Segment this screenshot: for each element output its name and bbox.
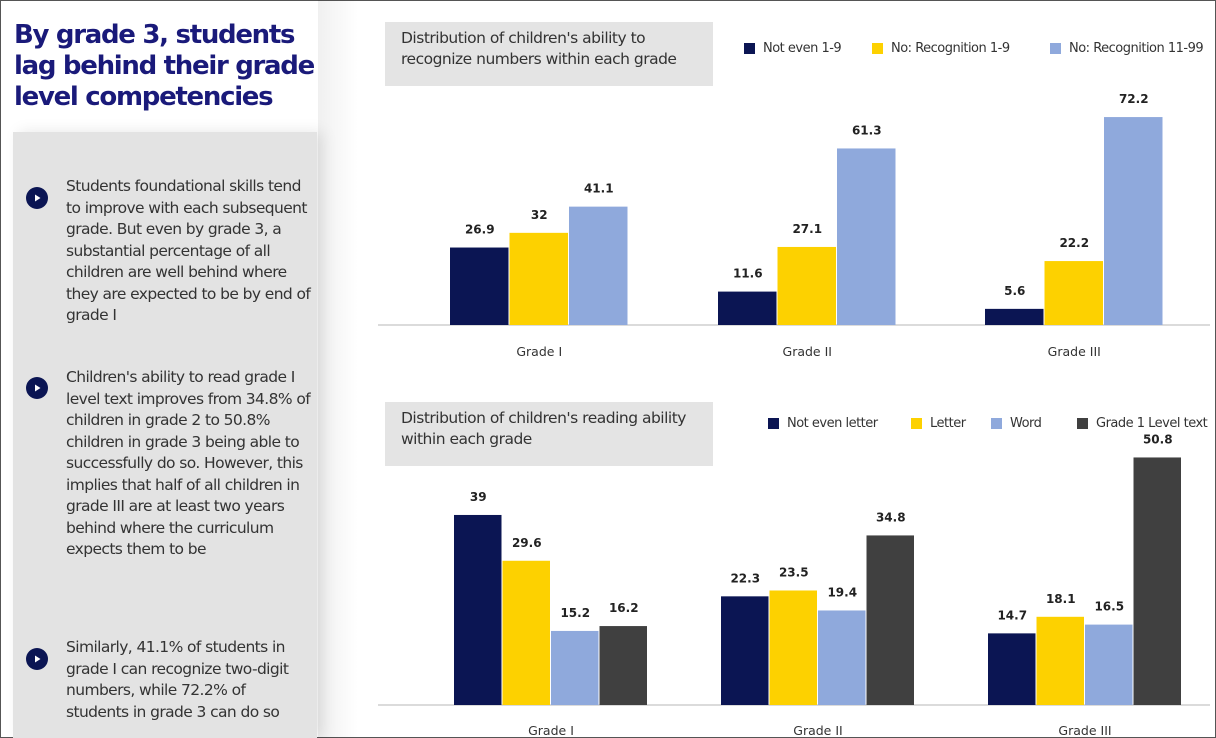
legend-swatch [872, 43, 883, 54]
legend-item-not-even-1-9: Not even 1-9 [744, 41, 842, 56]
data-label: 41.1 [584, 182, 614, 196]
summary-panel: By grade 3, students lag behind their gr… [8, 18, 317, 738]
legend-swatch [911, 418, 922, 429]
legend-label: Not even letter [787, 416, 878, 431]
legend-label: No: Recognition 11-99 [1069, 41, 1204, 56]
legend-item-grade-1-level-text: Grade 1 Level text [1077, 416, 1208, 431]
data-label: 22.2 [1059, 236, 1089, 250]
data-label: 27.1 [792, 222, 822, 236]
legend-swatch [1050, 43, 1061, 54]
category-label: Grade I [528, 723, 574, 738]
headline: By grade 3, students lag behind their gr… [14, 20, 315, 112]
bar-grade-1-level-text-grade-iii [1133, 457, 1181, 705]
play-circle-icon [26, 187, 48, 209]
bar-no-recognition-1-9-grade-i [509, 232, 568, 325]
data-label: 5.6 [1004, 284, 1025, 298]
data-label: 14.7 [997, 608, 1027, 622]
data-label: 32 [531, 208, 548, 222]
bullet-text: Children's ability to read grade I level… [66, 368, 311, 558]
bullet-text: Similarly, 41.1% of students in grade I … [66, 638, 289, 721]
bar-grade-1-level-text-grade-ii [866, 535, 914, 705]
legend-label: No: Recognition 1-9 [891, 41, 1010, 56]
legend-swatch [991, 418, 1002, 429]
bar-not-even-letter-grade-ii [721, 596, 769, 705]
data-label: 11.6 [733, 267, 763, 281]
legend-item-letter: Letter [911, 416, 966, 431]
bar-word-grade-iii [1085, 624, 1133, 705]
legend-label: Not even 1-9 [763, 41, 842, 56]
legend-item-no-recognition-11-99: No: Recognition 11-99 [1050, 41, 1204, 56]
legend-item-word: Word [991, 416, 1042, 431]
data-label: 50.8 [1143, 432, 1173, 446]
legend-swatch [1077, 418, 1088, 429]
bar-no-recognition-1-9-grade-iii [1044, 261, 1103, 325]
category-label: Grade I [516, 344, 562, 359]
legend-swatch [768, 418, 779, 429]
legend-swatch [744, 43, 755, 54]
data-label: 61.3 [852, 123, 882, 137]
bullet-list: Students foundational skills tend to imp… [13, 132, 317, 738]
bar-letter-grade-iii [1036, 616, 1084, 705]
bullet-text: Students foundational skills tend to imp… [66, 177, 311, 324]
panel-shadow [318, 0, 358, 738]
bar-no-recognition-11-99-grade-iii [1104, 117, 1163, 326]
chart-title-reading: Distribution of children's reading abili… [385, 402, 713, 466]
data-label: 22.3 [730, 571, 760, 585]
legend-item-not-even-letter: Not even letter [768, 416, 878, 431]
bar-word-grade-ii [818, 610, 866, 705]
legend-label: Grade 1 Level text [1096, 416, 1208, 431]
category-label: Grade II [783, 344, 832, 359]
category-label: Grade II [793, 723, 842, 738]
legend-item-no-recognition-1-9: No: Recognition 1-9 [872, 41, 1010, 56]
data-label: 16.5 [1094, 600, 1124, 614]
bar-letter-grade-ii [769, 590, 817, 705]
data-label: 26.9 [465, 223, 495, 237]
legend-label: Letter [930, 416, 966, 431]
bar-not-even-1-9-grade-i [450, 247, 509, 325]
data-label: 23.5 [779, 565, 809, 579]
bar-not-even-letter-grade-iii [988, 633, 1036, 705]
bar-no-recognition-1-9-grade-ii [777, 246, 836, 325]
bar-not-even-letter-grade-i [454, 514, 502, 705]
bar-no-recognition-11-99-grade-ii [837, 148, 896, 325]
legend-label: Word [1010, 416, 1042, 431]
data-label: 34.8 [876, 510, 906, 524]
play-circle-icon [26, 377, 48, 399]
data-label: 72.2 [1119, 92, 1149, 106]
data-label: 18.1 [1046, 592, 1076, 606]
data-label: 19.4 [827, 585, 857, 599]
chart-title-numbers: Distribution of children's ability to re… [385, 22, 713, 86]
bar-no-recognition-11-99-grade-i [569, 206, 628, 325]
data-label: 29.6 [512, 536, 542, 550]
bar-not-even-1-9-grade-ii [718, 291, 777, 325]
data-label: 39 [470, 490, 487, 504]
play-circle-icon [26, 648, 48, 670]
category-label: Grade III [1058, 723, 1111, 738]
bar-not-even-1-9-grade-iii [985, 308, 1044, 325]
bar-word-grade-i [551, 630, 599, 705]
data-label: 16.2 [609, 601, 639, 615]
category-label: Grade III [1048, 344, 1101, 359]
bar-grade-1-level-text-grade-i [599, 626, 647, 705]
data-label: 15.2 [560, 606, 590, 620]
bar-letter-grade-i [502, 560, 550, 705]
